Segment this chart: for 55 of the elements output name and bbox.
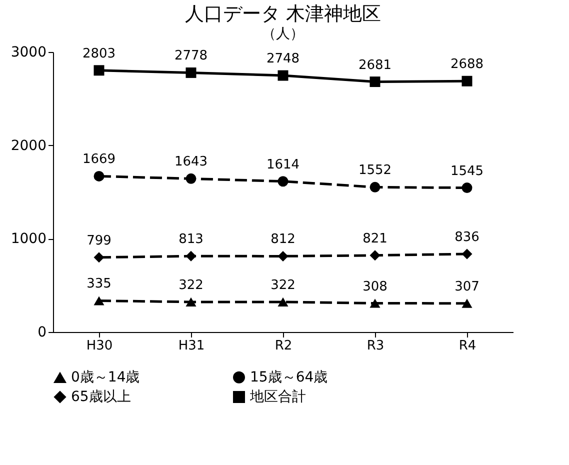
- x-tick-label: H31: [178, 338, 205, 354]
- point: [462, 76, 472, 86]
- point: [370, 76, 380, 88]
- point: [370, 182, 380, 192]
- legend-label: 65歳以上: [71, 389, 131, 405]
- data-label: 1669: [82, 152, 116, 168]
- legend-label: 15歳～64歳: [250, 369, 328, 386]
- y-tick-label: 0: [38, 324, 46, 340]
- point: [462, 248, 472, 260]
- data-label: 2778: [174, 48, 208, 64]
- data-label: 2803: [82, 46, 116, 62]
- point: [186, 67, 196, 78]
- point: [186, 250, 196, 262]
- y-axis-title: （人）: [262, 26, 304, 42]
- point: [462, 298, 472, 308]
- data-label: 2688: [450, 57, 484, 72]
- data-label: 308: [362, 279, 388, 294]
- y-tick-label: 3000: [10, 44, 46, 60]
- chart-title: 人口データ 木津神地区: [184, 3, 382, 25]
- legend-label: 地区合計: [249, 389, 306, 405]
- data-label: 2681: [358, 58, 392, 73]
- data-label: 1545: [450, 164, 484, 179]
- x-tick-label: R4: [458, 338, 476, 354]
- data-label: 1614: [266, 157, 300, 172]
- point: [278, 250, 288, 262]
- data-label: 821: [362, 231, 388, 246]
- legend-label: 0歳～14歳: [71, 370, 140, 386]
- point: [94, 65, 104, 76]
- data-label: 322: [178, 278, 204, 293]
- data-label: 2748: [266, 52, 300, 67]
- data-label: 307: [454, 279, 480, 294]
- data-label: 322: [270, 278, 296, 293]
- point: [94, 252, 104, 263]
- point: [278, 176, 288, 187]
- data-label: 812: [270, 232, 296, 248]
- x-tick-label: R2: [274, 338, 292, 354]
- point: [278, 297, 288, 306]
- data-label: 813: [178, 232, 204, 248]
- x-tick-label: R3: [366, 338, 384, 354]
- y-tick-label: 2000: [10, 138, 46, 154]
- data-label: 1552: [358, 163, 392, 178]
- x-tick-label: H30: [86, 338, 113, 354]
- point: [186, 297, 196, 306]
- point: [462, 182, 472, 194]
- point: [186, 173, 196, 184]
- point: [278, 70, 288, 81]
- data-label: 799: [86, 233, 112, 248]
- data-label: 335: [86, 276, 112, 292]
- point: [94, 170, 104, 182]
- y-tick-label: 1000: [10, 231, 46, 248]
- point: [370, 298, 380, 308]
- point: [94, 296, 104, 306]
- data-label: 836: [454, 230, 480, 245]
- point: [370, 250, 380, 261]
- data-label: 1643: [174, 154, 208, 170]
